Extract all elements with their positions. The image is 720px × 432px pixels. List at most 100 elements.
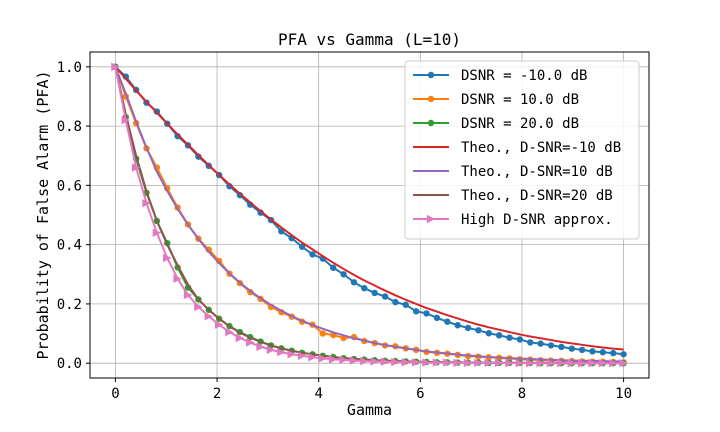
data-point xyxy=(526,358,535,368)
data-point xyxy=(422,358,431,367)
data-point xyxy=(246,338,255,347)
legend-box xyxy=(404,60,640,240)
legend-label: Theo., D-SNR=10 dB xyxy=(461,164,613,180)
legend-item: Theo., D-SNR=-10 dB xyxy=(413,140,621,156)
series-3 xyxy=(114,66,624,351)
data-point xyxy=(174,132,181,140)
data-point xyxy=(183,290,193,300)
y-tick-label: 0.6 xyxy=(57,178,82,194)
x-tick-label: 2 xyxy=(213,386,221,402)
plot-frame xyxy=(89,51,650,379)
data-point xyxy=(380,357,390,366)
data-point xyxy=(350,279,358,286)
legend-marker xyxy=(427,71,435,79)
data-point xyxy=(475,327,482,334)
data-point xyxy=(318,354,328,363)
y-tick-label: 0.4 xyxy=(57,238,82,254)
data-point xyxy=(423,310,430,317)
data-point xyxy=(381,293,389,300)
series-6 xyxy=(111,62,628,368)
data-point xyxy=(329,355,338,364)
data-point xyxy=(484,358,493,368)
data-point xyxy=(121,115,130,125)
legend-label: DSNR = 10.0 dB xyxy=(461,92,579,108)
data-point xyxy=(588,358,597,368)
series-group xyxy=(111,62,628,368)
data-point xyxy=(131,163,141,172)
x-tick-label: 10 xyxy=(615,386,632,402)
y-tick-label: 0.0 xyxy=(57,356,82,372)
data-point xyxy=(598,358,608,368)
chart-title: PFA vs Gamma (L=10) xyxy=(278,30,461,49)
legend-label: High D-SNR approx. xyxy=(461,212,613,228)
data-point xyxy=(349,356,359,365)
data-point xyxy=(474,358,483,368)
data-point xyxy=(330,264,337,271)
data-point xyxy=(516,336,524,343)
data-point xyxy=(577,358,587,368)
data-point xyxy=(610,349,617,357)
data-point xyxy=(464,324,472,332)
data-point xyxy=(194,302,203,312)
data-point xyxy=(173,274,182,283)
data-point xyxy=(620,351,627,358)
data-point xyxy=(619,358,628,368)
y-tick-label: 0.2 xyxy=(57,297,82,313)
data-point xyxy=(152,228,162,237)
data-point xyxy=(308,353,317,362)
legend-label: Theo., D-SNR=20 dB xyxy=(461,188,613,204)
legend-item: Theo., D-SNR=10 dB xyxy=(413,164,613,180)
data-point xyxy=(485,330,492,337)
data-point xyxy=(163,253,172,263)
data-point xyxy=(578,346,586,354)
y-tick-label: 1.0 xyxy=(57,60,82,76)
legend-item: High D-SNR approx. xyxy=(413,212,613,228)
data-point xyxy=(463,358,473,368)
data-point xyxy=(443,358,452,367)
data-point xyxy=(319,330,327,337)
data-point xyxy=(287,350,296,359)
y-axis-label: Probability of False Alarm (PFA) xyxy=(34,71,52,360)
data-point xyxy=(256,342,265,352)
data-point xyxy=(494,358,504,368)
legend-label: DSNR = 20.0 dB xyxy=(461,116,579,132)
data-point xyxy=(599,349,607,356)
data-point xyxy=(309,251,316,258)
data-point xyxy=(142,198,151,208)
data-point xyxy=(454,322,461,329)
data-point xyxy=(111,62,120,72)
data-point xyxy=(557,358,566,368)
data-point xyxy=(225,327,234,337)
data-point xyxy=(391,357,400,367)
data-point xyxy=(371,289,378,297)
data-point xyxy=(536,358,545,368)
y-tick-label: 0.8 xyxy=(57,119,82,135)
ticks: 0 2 4 6 8 10 0.0 0.2 0.4 0.6 0.8 1.0 xyxy=(57,60,632,402)
legend-marker xyxy=(427,119,435,127)
data-point xyxy=(401,358,410,367)
data-point xyxy=(360,356,369,366)
data-point xyxy=(505,358,514,368)
data-point xyxy=(370,357,379,366)
data-point xyxy=(297,351,307,360)
data-point xyxy=(567,358,576,368)
legend-item: DSNR = -10.0 dB xyxy=(413,68,587,84)
data-point xyxy=(298,243,306,250)
x-tick-label: 0 xyxy=(111,386,119,402)
data-point xyxy=(433,314,441,322)
data-point xyxy=(266,345,276,355)
data-point xyxy=(432,358,442,367)
data-point xyxy=(527,339,534,346)
data-point xyxy=(392,298,399,306)
x-tick-label: 8 xyxy=(518,386,526,402)
series-4 xyxy=(114,66,624,363)
legend-item: DSNR = 20.0 dB xyxy=(413,116,579,132)
data-point xyxy=(411,358,421,367)
series-line xyxy=(114,66,624,351)
legend-label: Theo., D-SNR=-10 dB xyxy=(461,140,621,156)
data-point xyxy=(506,334,513,341)
data-point xyxy=(537,340,544,347)
data-point xyxy=(340,271,347,278)
data-point xyxy=(204,312,213,321)
data-point xyxy=(214,320,224,329)
